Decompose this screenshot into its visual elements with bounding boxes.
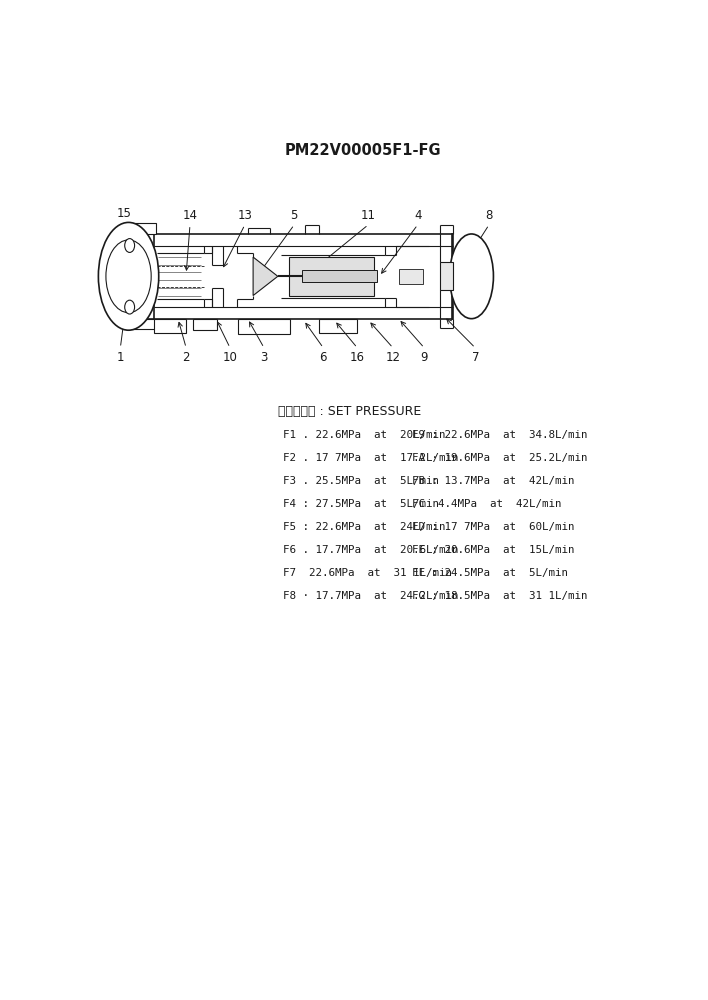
- Text: FE : 20.6MPa  at  15L/min: FE : 20.6MPa at 15L/min: [412, 545, 575, 555]
- Text: F7  22.6MPa  at  31 1L/min: F7 22.6MPa at 31 1L/min: [283, 568, 452, 578]
- Bar: [440, 262, 453, 290]
- Text: 2: 2: [183, 351, 190, 364]
- Circle shape: [125, 239, 135, 252]
- Text: FB : 13.7MPa  at  42L/min: FB : 13.7MPa at 42L/min: [412, 476, 575, 486]
- Text: FF : 24.5MPa  at  5L/min: FF : 24.5MPa at 5L/min: [412, 568, 569, 578]
- Text: FC  4.4MPa  at  42L/min: FC 4.4MPa at 42L/min: [412, 499, 561, 509]
- Text: 16: 16: [350, 351, 365, 364]
- Bar: [154, 319, 186, 333]
- Text: F1 . 22.6MPa  at  20L/min: F1 . 22.6MPa at 20L/min: [283, 430, 446, 440]
- Text: F9 : 22.6MPa  at  34.8L/min: F9 : 22.6MPa at 34.8L/min: [412, 430, 588, 440]
- Text: 8: 8: [486, 209, 493, 222]
- Bar: [126, 234, 154, 319]
- Text: F3 . 25.5MPa  at  5L/min: F3 . 25.5MPa at 5L/min: [283, 476, 439, 486]
- Text: 15: 15: [117, 207, 132, 220]
- Bar: [126, 223, 156, 234]
- Text: 4: 4: [414, 209, 421, 222]
- Text: 11: 11: [361, 209, 376, 222]
- Text: F2 . 17 7MPa  at  17.2L/min: F2 . 17 7MPa at 17.2L/min: [283, 453, 459, 463]
- Text: 7: 7: [472, 351, 479, 364]
- Text: 14: 14: [183, 209, 198, 222]
- Ellipse shape: [98, 222, 159, 330]
- Text: 1: 1: [117, 351, 124, 364]
- Text: PM22V00005F1-FG: PM22V00005F1-FG: [285, 143, 441, 158]
- Text: F6 . 17.7MPa  at  20.6L/min: F6 . 17.7MPa at 20.6L/min: [283, 545, 459, 555]
- Text: FG : 18.5MPa  at  31 1L/min: FG : 18.5MPa at 31 1L/min: [412, 591, 588, 601]
- Bar: [399, 269, 423, 284]
- Text: FA · 19.6MPa  at  25.2L/min: FA · 19.6MPa at 25.2L/min: [412, 453, 588, 463]
- Bar: [126, 319, 156, 329]
- Text: セット圧力 : SET PRESSURE: セット圧力 : SET PRESSURE: [278, 405, 421, 418]
- Text: 13: 13: [237, 209, 252, 222]
- Bar: [238, 319, 290, 334]
- Bar: [289, 257, 374, 296]
- Bar: [193, 319, 217, 330]
- Text: FD : 17 7MPa  at  60L/min: FD : 17 7MPa at 60L/min: [412, 522, 575, 532]
- Bar: [452, 234, 453, 319]
- Text: 5: 5: [290, 209, 298, 222]
- Text: F4 : 27.5MPa  at  5L/min: F4 : 27.5MPa at 5L/min: [283, 499, 439, 509]
- Text: 12: 12: [386, 351, 401, 364]
- Ellipse shape: [106, 240, 152, 313]
- Bar: [302, 270, 377, 282]
- Text: F8 · 17.7MPa  at  24.2L/min: F8 · 17.7MPa at 24.2L/min: [283, 591, 459, 601]
- Polygon shape: [253, 257, 278, 296]
- Text: F5 : 22.6MPa  at  24L/min: F5 : 22.6MPa at 24L/min: [283, 522, 446, 532]
- Text: 6: 6: [319, 351, 327, 364]
- Text: 10: 10: [222, 351, 237, 364]
- Bar: [319, 319, 358, 333]
- Circle shape: [125, 300, 135, 314]
- Text: 9: 9: [421, 351, 428, 364]
- Ellipse shape: [450, 234, 493, 319]
- Text: 3: 3: [261, 351, 268, 364]
